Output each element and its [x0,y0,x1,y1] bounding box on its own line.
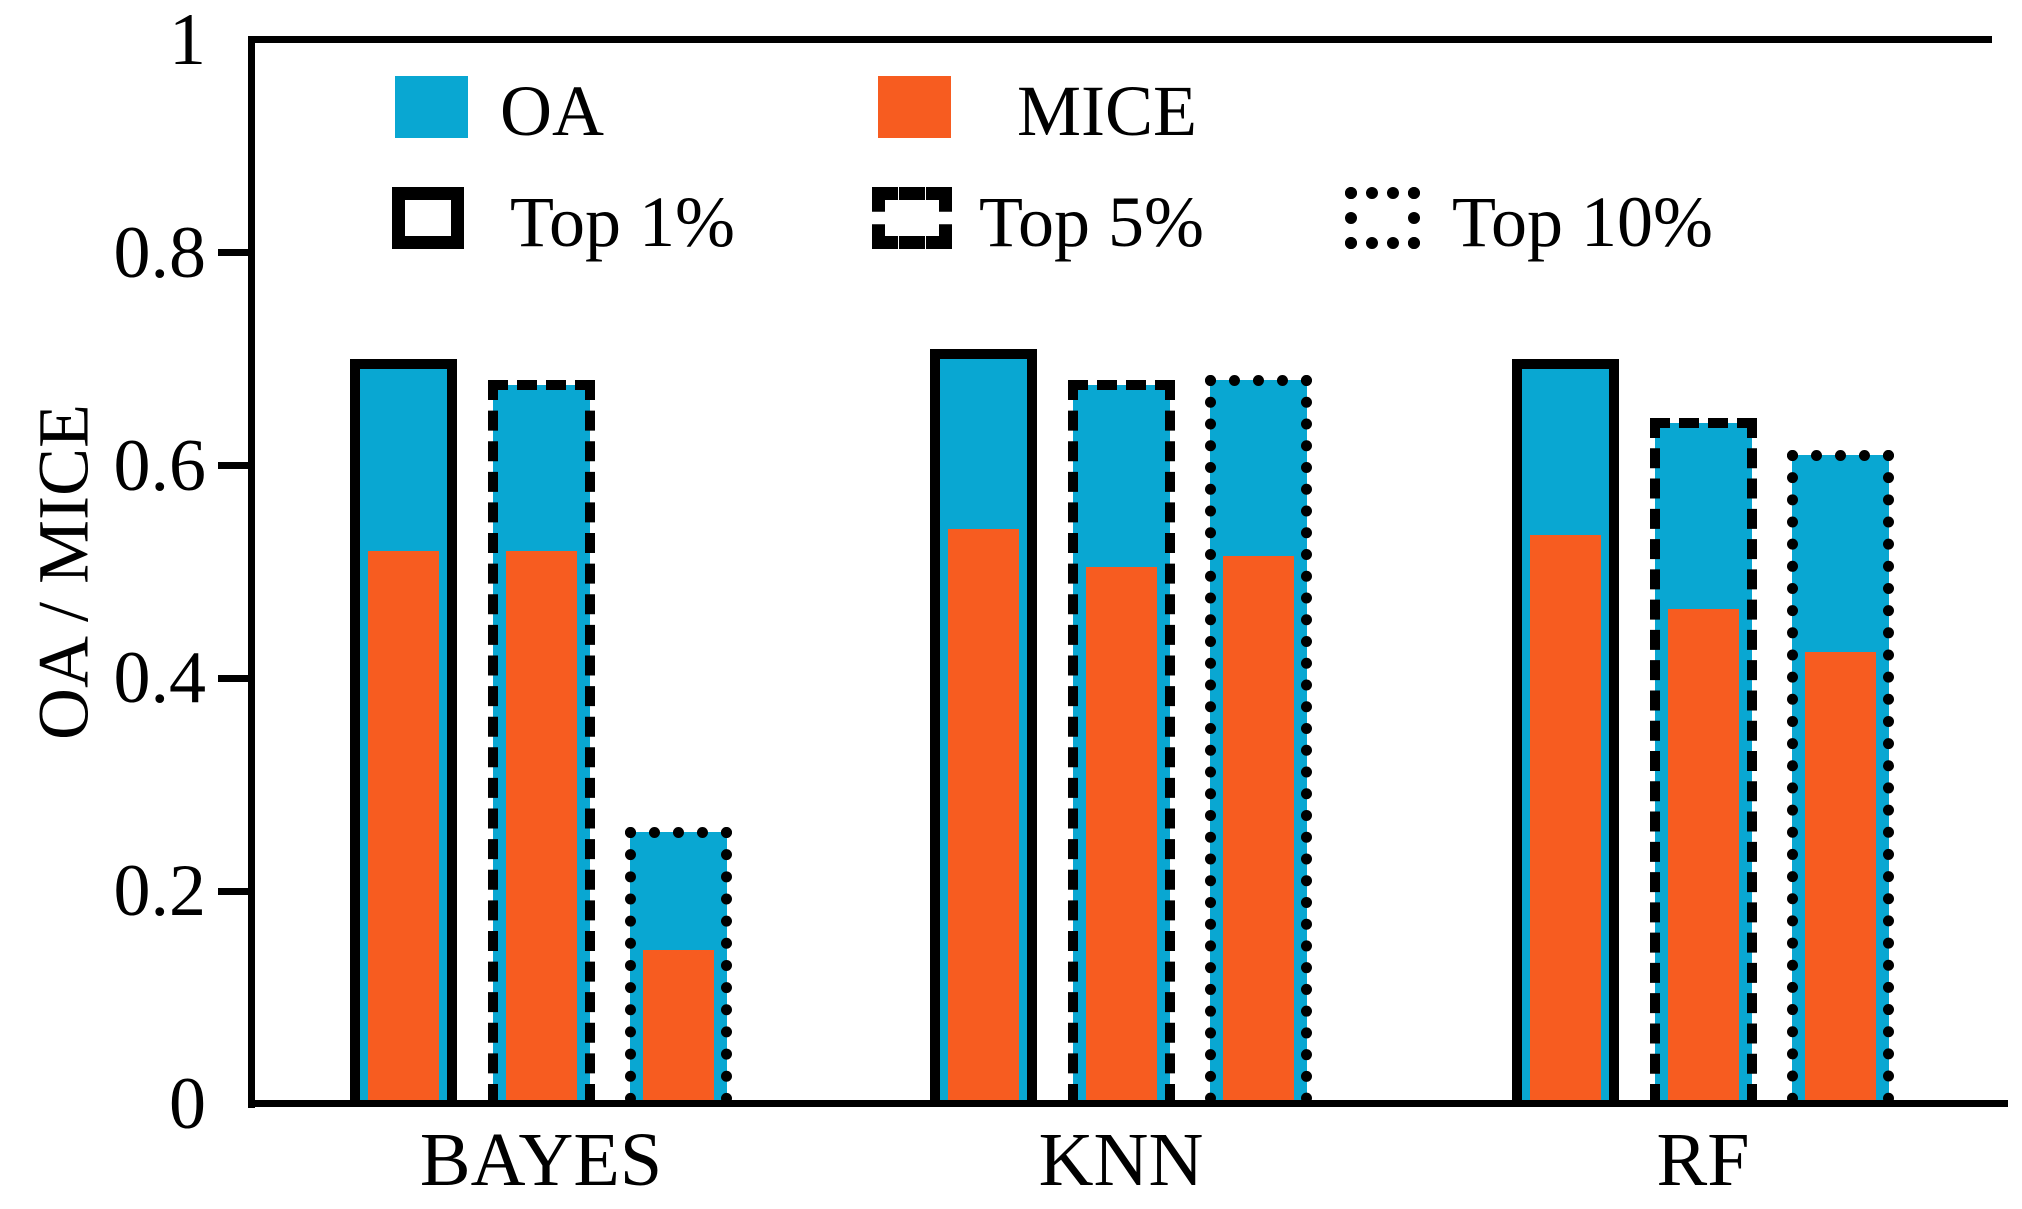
top-frame-line [248,36,1992,43]
x-axis-line [248,1100,2008,1107]
bar-mice-bayes-top10 [643,950,714,1104]
legend-oa-swatch [395,76,468,138]
y-tick-0.2 [218,887,248,895]
legend-top10-label: Top 10% [1452,182,1713,262]
y-tick-label-0.2: 0.2 [113,850,207,933]
x-category-label-knn: KNN [1038,1118,1204,1202]
legend-top5-swatch [872,187,952,249]
bar-mice-bayes-top5 [505,551,577,1104]
legend-top5-label: Top 5% [979,182,1204,262]
bar-mice-rf-top10 [1805,652,1876,1104]
plot-area: OA MICE Top 1% Top 5% Top 10% [218,36,2008,1108]
bar-outline-rf-top5 [1649,418,1757,1104]
bar-mice-knn-top5 [1085,567,1157,1104]
y-tick-0.8 [218,249,248,257]
y-tick-0.6 [218,462,248,470]
bar-outline-knn-top5 [1067,380,1175,1104]
bar-mice-knn-top10 [1223,556,1294,1104]
bar-outline-knn-top10 [1205,375,1312,1104]
y-tick-label-1: 1 [169,0,206,81]
bar-outline-knn-top1 [930,349,1037,1104]
y-tick-0.4 [218,674,248,682]
bar-outline-bayes-top1 [350,359,457,1104]
x-category-label-bayes: BAYES [419,1118,663,1202]
bar-outline-rf-top10 [1787,450,1894,1104]
legend-top1-label: Top 1% [510,182,735,262]
y-tick-label-0: 0 [169,1063,206,1145]
bar-outline-bayes-top10 [625,827,732,1104]
y-tick-label-0.6: 0.6 [113,424,207,507]
y-axis-line [248,36,255,1108]
x-category-label-rf: RF [1656,1118,1750,1202]
legend-top10-swatch [1345,187,1420,249]
legend-mice-swatch [878,76,951,138]
legend-oa-label: OA [500,71,604,151]
bar-outline-rf-top1 [1512,359,1619,1104]
y-tick-label-0.4: 0.4 [113,637,207,720]
bar-mice-knn-top1 [948,529,1019,1104]
legend-top1-swatch [392,187,464,249]
bar-mice-bayes-top1 [368,551,439,1104]
bar-mice-rf-top1 [1530,535,1601,1104]
y-tick-label-0.8: 0.8 [113,211,207,294]
bar-mice-rf-top5 [1667,609,1739,1104]
legend-mice-label: MICE [1017,71,1197,151]
bar-outline-bayes-top5 [487,380,595,1104]
